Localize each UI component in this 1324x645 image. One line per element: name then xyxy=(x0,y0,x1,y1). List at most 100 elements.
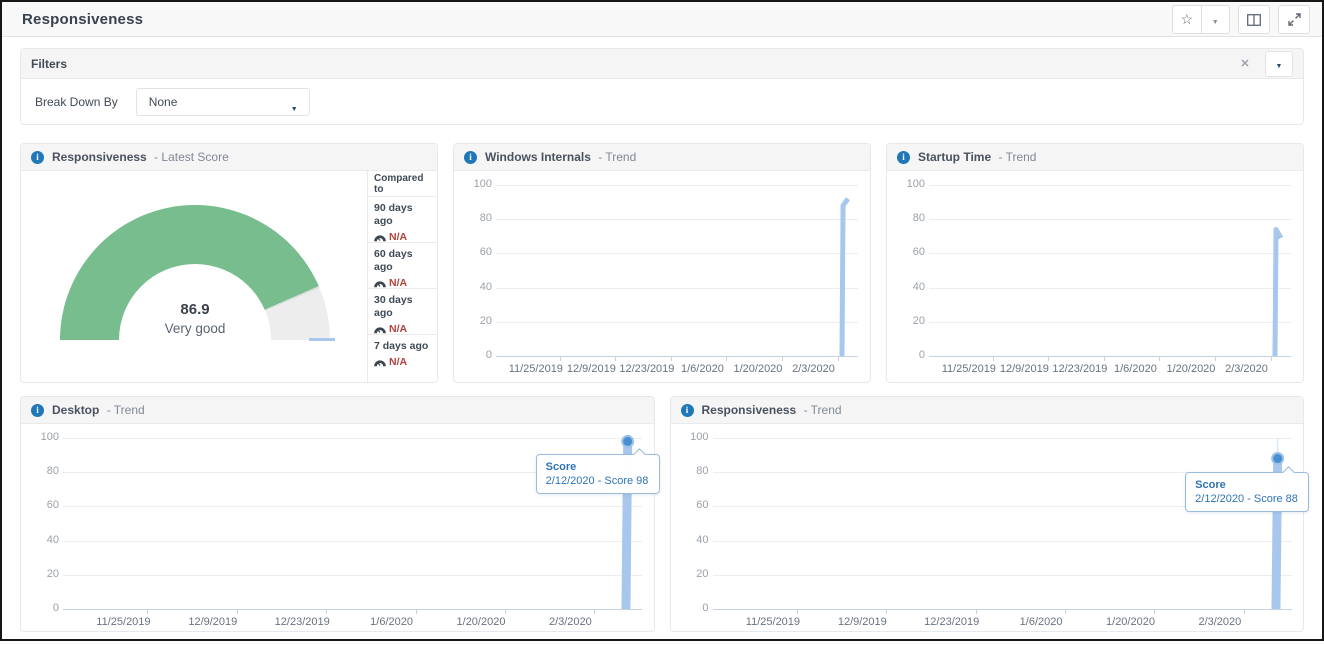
expand-button[interactable] xyxy=(1278,5,1310,34)
panel-title: Startup Time - Trend xyxy=(918,150,1037,164)
data-point-marker[interactable] xyxy=(1270,452,1284,466)
gridline xyxy=(63,540,642,542)
x-axis-tick xyxy=(1243,609,1245,614)
compared-to-header: Compared to xyxy=(368,171,437,197)
x-axis-tick xyxy=(886,609,888,614)
y-axis-label: 20 xyxy=(479,314,492,327)
compared-value: N/A xyxy=(389,277,408,289)
x-axis-label: 11/25/2019 xyxy=(745,616,801,628)
clear-filters-button[interactable] xyxy=(1235,54,1255,74)
latest-score-panel: Responsiveness - Latest Score 86.9 Very … xyxy=(20,143,438,383)
favorite-split-button xyxy=(1172,5,1230,34)
break-down-by-select[interactable]: None xyxy=(135,88,310,116)
compared-row-7-days: 7 days ago N/A xyxy=(374,340,429,368)
info-icon[interactable] xyxy=(31,150,44,164)
y-axis-label: 20 xyxy=(696,567,709,580)
x-axis-label: 1/20/2020 xyxy=(1166,363,1216,375)
desktop-trend-panel: Desktop - Trend 0 20 40 60 80 100 11/25/2019 12… xyxy=(20,396,660,634)
chart-windows-internals[interactable]: 0 20 40 60 80 100 11/25/2019 12/9/2019 12/23/201… xyxy=(454,171,870,381)
columns-icon xyxy=(1247,13,1261,26)
y-axis-label: 40 xyxy=(912,280,925,293)
caret-down-icon xyxy=(291,98,298,116)
gauge-icon xyxy=(374,280,386,288)
x-axis-tick xyxy=(975,609,977,614)
x-axis-label: 12/23/2019 xyxy=(1052,363,1108,375)
compared-row-60-days: 60 days ago N/A xyxy=(368,243,437,289)
y-axis-label: 80 xyxy=(479,212,492,225)
gridline xyxy=(63,472,642,474)
compared-value: N/A xyxy=(389,231,408,243)
layout-button[interactable] xyxy=(1238,5,1270,34)
x-axis-tick xyxy=(837,356,839,361)
caret-down-icon xyxy=(1276,55,1283,73)
x-axis-tick xyxy=(1159,356,1161,361)
x-axis-tick xyxy=(147,609,149,614)
gridline xyxy=(496,287,858,289)
trend-line-svg xyxy=(1270,438,1284,610)
x-axis-label: 12/23/2019 xyxy=(274,616,330,628)
info-icon[interactable] xyxy=(31,403,44,417)
gridline xyxy=(712,472,1292,474)
chart-responsiveness[interactable]: 0 20 40 60 80 100 11/25/2019 12/9/2019 12/23/201… xyxy=(671,424,1310,634)
filters-title: Filters xyxy=(31,56,68,71)
chart-tooltip: Score 2/12/2020 - Score 88 xyxy=(1185,465,1310,512)
filters-header: Filters xyxy=(21,49,1303,79)
chart-startup-time[interactable]: 0 20 40 60 80 100 11/25/2019 12/9/2019 12/23/201… xyxy=(887,171,1303,381)
info-icon[interactable] xyxy=(680,403,694,417)
x-axis-tick xyxy=(796,609,798,614)
y-axis-label: 100 xyxy=(40,431,59,443)
x-axis-label: 11/25/2019 xyxy=(96,616,151,628)
gridline xyxy=(496,321,858,323)
y-axis-label: 100 xyxy=(473,178,492,190)
y-axis-label: 60 xyxy=(696,499,709,512)
gridline xyxy=(496,356,858,357)
info-icon[interactable] xyxy=(897,150,910,164)
tooltip-series-name: Score xyxy=(1195,478,1226,491)
x-axis-label: 12/23/2019 xyxy=(924,616,980,628)
chart-tooltip: Score 2/12/2020 - Score 98 xyxy=(535,448,660,495)
y-axis-label: 0 xyxy=(918,349,925,361)
gridline xyxy=(712,540,1292,542)
x-axis-tick xyxy=(1048,356,1050,361)
gauge-value: 86.9 xyxy=(180,301,210,318)
chart-desktop[interactable]: 0 20 40 60 80 100 11/25/2019 12/9/2019 12/23/201… xyxy=(21,424,660,634)
x-axis-tick xyxy=(594,609,596,614)
x-axis-tick xyxy=(1270,356,1272,361)
gridline xyxy=(712,438,1292,439)
trend-line-svg xyxy=(839,197,851,357)
gridline xyxy=(712,506,1292,508)
gridline xyxy=(929,287,1291,289)
y-axis-label: 0 xyxy=(702,602,709,614)
y-axis-label: 60 xyxy=(479,246,492,259)
favorite-button[interactable] xyxy=(1173,6,1201,33)
responsiveness-header: Responsiveness - Trend xyxy=(670,397,1303,424)
compared-to-table: Compared to 90 days ago N/A 60 days ago xyxy=(367,171,437,383)
favorite-menu-button[interactable] xyxy=(1200,6,1230,33)
x-axis-label: 12/9/2019 xyxy=(188,616,238,628)
gauge-text: 86.9 Very good xyxy=(60,301,330,336)
score-gauge[interactable]: 86.9 Very good xyxy=(60,205,335,341)
title-bar: Responsiveness xyxy=(2,2,1322,37)
panel-title: Desktop - Trend xyxy=(52,403,145,417)
compared-row-90-days: 90 days ago N/A xyxy=(368,197,437,243)
y-axis-label: 100 xyxy=(906,178,925,190)
y-axis-label: 40 xyxy=(479,280,492,293)
collapse-filters-button[interactable] xyxy=(1265,50,1293,77)
compared-value: N/A xyxy=(389,323,408,335)
desktop-header: Desktop - Trend xyxy=(21,397,654,424)
data-point-marker[interactable] xyxy=(621,434,635,448)
y-axis-label: 20 xyxy=(46,567,59,580)
x-axis-tick xyxy=(615,356,617,361)
startup-time-trend-panel: Startup Time - Trend 0 20 40 60 80 100 11/25/2… xyxy=(886,143,1304,383)
compared-row-30-days: 30 days ago N/A xyxy=(368,289,437,335)
y-axis-label: 100 xyxy=(690,431,709,443)
x-axis-label: 1/20/2020 xyxy=(733,363,783,375)
gridline xyxy=(63,438,642,439)
x-axis-label: 1/6/2020 xyxy=(1019,616,1063,628)
gauge-icon xyxy=(374,359,386,367)
info-icon[interactable] xyxy=(464,150,477,164)
x-axis-tick xyxy=(415,609,417,614)
y-axis-label: 0 xyxy=(52,602,59,614)
gridline xyxy=(929,321,1291,323)
